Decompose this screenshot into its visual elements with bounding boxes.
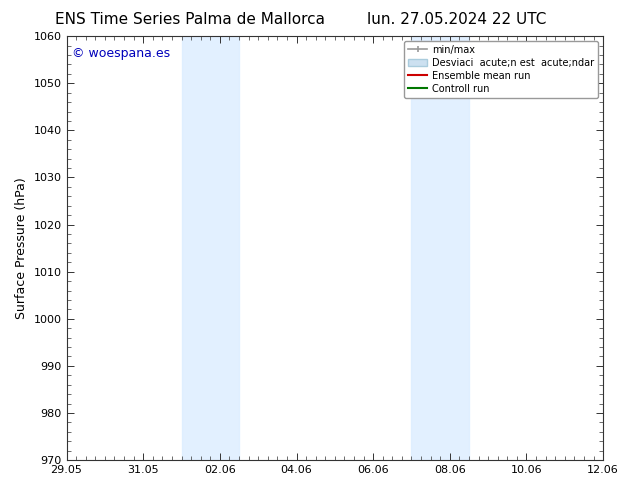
Y-axis label: Surface Pressure (hPa): Surface Pressure (hPa) bbox=[15, 177, 28, 319]
Text: lun. 27.05.2024 22 UTC: lun. 27.05.2024 22 UTC bbox=[367, 12, 546, 27]
Bar bbox=[181, 36, 239, 460]
Legend: min/max, Desviaci  acute;n est  acute;ndar, Ensemble mean run, Controll run: min/max, Desviaci acute;n est acute;ndar… bbox=[404, 41, 598, 98]
Bar bbox=[411, 36, 469, 460]
Text: ENS Time Series Palma de Mallorca: ENS Time Series Palma de Mallorca bbox=[55, 12, 325, 27]
Text: © woespana.es: © woespana.es bbox=[72, 47, 170, 60]
